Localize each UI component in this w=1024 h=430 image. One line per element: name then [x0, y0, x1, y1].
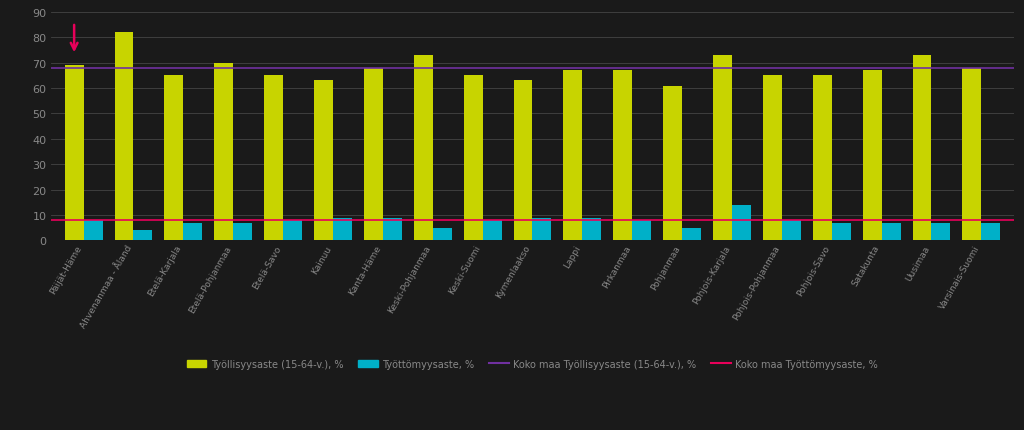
Bar: [563, 71, 583, 241]
Bar: [932, 223, 950, 241]
Bar: [912, 56, 932, 241]
Bar: [165, 76, 183, 241]
Bar: [882, 223, 900, 241]
Bar: [682, 228, 701, 241]
Bar: [713, 56, 732, 241]
Bar: [981, 223, 1000, 241]
Bar: [65, 66, 84, 241]
Bar: [583, 218, 601, 241]
Bar: [632, 221, 651, 241]
Bar: [333, 218, 352, 241]
Bar: [831, 223, 851, 241]
Bar: [364, 69, 383, 241]
Bar: [84, 221, 102, 241]
Bar: [115, 33, 133, 241]
Bar: [613, 71, 632, 241]
Bar: [482, 221, 502, 241]
Bar: [133, 230, 153, 241]
Bar: [862, 71, 882, 241]
Bar: [233, 223, 252, 241]
Bar: [513, 81, 532, 241]
Bar: [464, 76, 482, 241]
Bar: [813, 76, 831, 241]
Legend: Työllisyysaste (15-64-v.), %, Työttömyysaste, %, Koko maa Työllisyysaste (15-64-: Työllisyysaste (15-64-v.), %, Työttömyys…: [183, 355, 882, 373]
Bar: [383, 218, 401, 241]
Bar: [782, 221, 801, 241]
Bar: [732, 206, 751, 241]
Bar: [183, 223, 203, 241]
Bar: [664, 86, 682, 241]
Bar: [433, 228, 452, 241]
Bar: [314, 81, 333, 241]
Bar: [414, 56, 433, 241]
Bar: [264, 76, 283, 241]
Bar: [763, 76, 782, 241]
Bar: [532, 218, 552, 241]
Bar: [283, 221, 302, 241]
Bar: [963, 69, 981, 241]
Bar: [214, 64, 233, 241]
